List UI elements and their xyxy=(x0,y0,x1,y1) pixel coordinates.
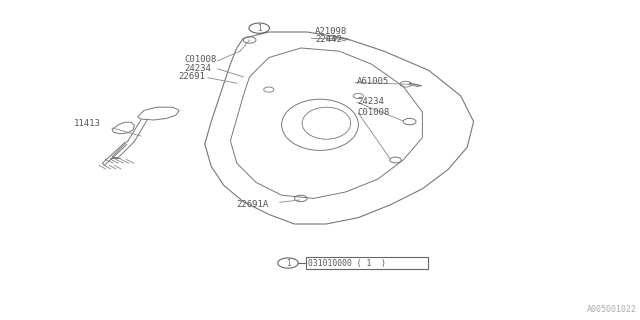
Text: C01008: C01008 xyxy=(357,108,389,117)
Text: 24234: 24234 xyxy=(357,97,384,106)
Text: 031010000 ( 1  ): 031010000 ( 1 ) xyxy=(308,259,387,268)
Text: 22691: 22691 xyxy=(178,72,205,81)
Text: A21098: A21098 xyxy=(315,28,347,36)
Bar xyxy=(306,257,428,269)
Text: C01008: C01008 xyxy=(184,55,216,64)
Text: A61005: A61005 xyxy=(357,77,389,86)
Text: A005001022: A005001022 xyxy=(587,305,637,314)
Text: 1: 1 xyxy=(285,259,291,268)
Text: 1: 1 xyxy=(257,24,262,33)
Text: 22691A: 22691A xyxy=(237,200,269,209)
Text: 22442: 22442 xyxy=(315,35,342,44)
Text: 24234: 24234 xyxy=(184,64,211,73)
Text: 11413: 11413 xyxy=(74,119,100,128)
